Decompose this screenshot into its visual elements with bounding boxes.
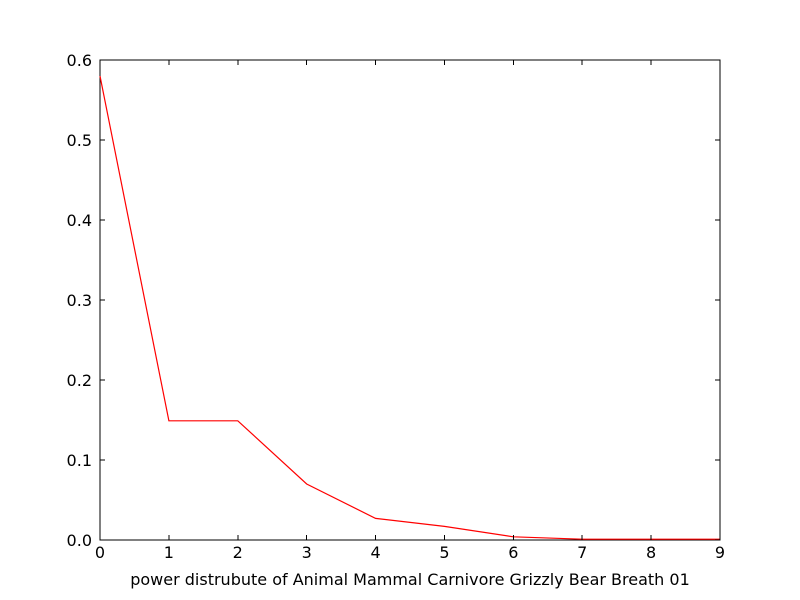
y-tick-label: 0.5 bbox=[67, 131, 92, 150]
y-tick-label: 0.1 bbox=[67, 451, 92, 470]
x-tick-label: 3 bbox=[302, 543, 312, 562]
x-tick-label: 2 bbox=[233, 543, 243, 562]
x-tick-label: 0 bbox=[95, 543, 105, 562]
y-tick-label: 0.0 bbox=[67, 531, 92, 550]
series-layer bbox=[99, 75, 720, 540]
plot-frame bbox=[99, 59, 721, 541]
y-tick-label: 0.4 bbox=[67, 211, 92, 230]
plot-area bbox=[99, 59, 721, 541]
x-tick-label: 6 bbox=[508, 543, 518, 562]
x-tick-label: 9 bbox=[715, 543, 725, 562]
x-tick-label: 7 bbox=[577, 543, 587, 562]
x-tick-label: 5 bbox=[439, 543, 449, 562]
x-tick-label: 1 bbox=[164, 543, 174, 562]
x-tick-label: 8 bbox=[646, 543, 656, 562]
x-axis-label: power distrubute of Animal Mammal Carniv… bbox=[130, 570, 690, 589]
series-line bbox=[99, 75, 720, 540]
x-tick-label: 4 bbox=[370, 543, 380, 562]
labels-layer: 0 1 2 3 4 5 6 7 8 9 0.0 0.1 0.2 0.3 0.4 0.5 0.6 bbox=[67, 51, 726, 562]
y-tick-label: 0.6 bbox=[67, 51, 92, 70]
ticks-layer bbox=[99, 59, 721, 541]
y-tick-label: 0.3 bbox=[67, 291, 92, 310]
y-tick-label: 0.2 bbox=[67, 371, 92, 390]
